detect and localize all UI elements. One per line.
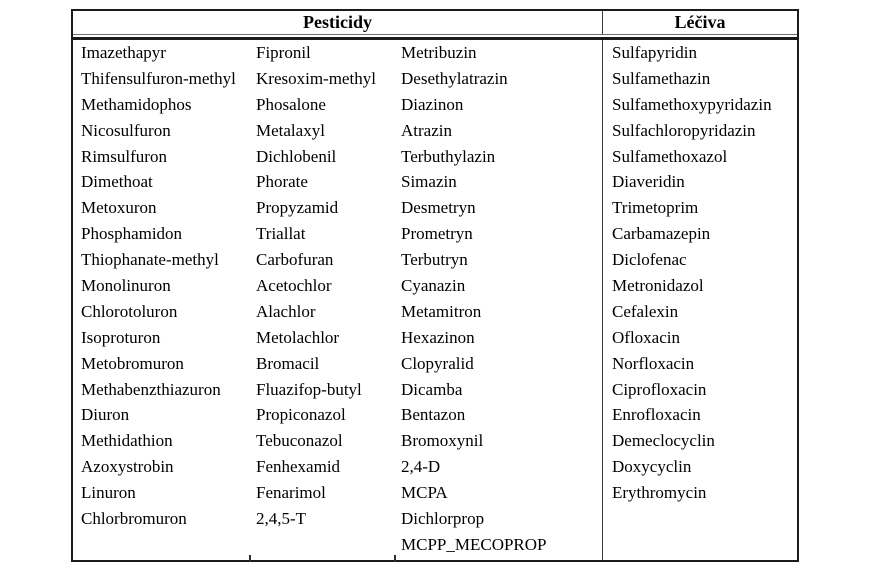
table-cell: 2,4,5-T [256,509,307,529]
table-cell: Prometryn [401,224,473,244]
table-cell: Isoproturon [81,327,161,347]
header-separator-line [73,37,797,40]
table-cell: Propyzamid [256,198,339,218]
drugs-column: Sulfapyridin Sulfamethazin Sulfamethoxypyr… [603,40,797,560]
table-cell: Dichlorprop [401,509,485,529]
table-cell: Monolinuron [81,276,171,296]
table-cell: Atrazin [401,120,452,140]
header-separator-gap [73,35,797,37]
table-cell: Terbuthylazin [401,146,496,166]
table-cell: Chlorotoluron [81,301,178,321]
table-cell: Imazethapyr [81,43,166,62]
table-cell: Alachlor [256,301,316,321]
table-cell: MCPA [401,483,448,503]
table-cell: Terbutryn [401,250,468,270]
table-cell: Chlorbromuron [81,509,187,529]
table-cell: Fluazifop-butyl [256,379,362,399]
table-cell: Diuron [81,405,130,425]
table-cell: Metoxuron [81,198,157,218]
table-cell: Diaveridin [612,172,685,192]
table-cell: Bromacil [256,353,320,373]
table-cell: Linuron [81,483,136,503]
compounds-table: Pesticidy Léčiva Imazethapyr Thifensulfur… [71,9,799,562]
table-cell: Methamidophos [81,94,192,114]
table-cell: Bentazon [401,405,466,425]
table-cell: Azoxystrobin [81,457,174,477]
table-cell: Norfloxacin [612,353,695,373]
table-cell: Demeclocyclin [612,431,715,451]
table-cell: Clopyralid [401,353,474,373]
table-cell: Enrofloxacin [612,405,701,425]
table-cell: Trimetoprim [612,198,699,218]
column-divider-tick [249,555,251,562]
table-cell: Phorate [256,172,308,192]
table-cell: Sulfachloropyridazin [612,120,756,140]
table-cell: MCPP_MECOPROP [401,534,547,554]
pesticides-column-2: Fipronil Kresoxim-methyl Phosalone Metalaxy… [248,40,393,560]
table-cell: Sulfamethoxypyridazin [612,94,772,114]
column-divider-tick [394,555,396,562]
table-cell: Metolachlor [256,327,340,347]
table-cell: Erythromycin [612,483,707,503]
table-cell: Desethylatrazin [401,68,508,88]
table-cell: Bromoxynil [401,431,484,451]
table-cell: Acetochlor [256,276,332,296]
table-cell: Dimethoat [81,172,153,192]
table-cell: Dicamba [401,379,463,399]
table-cell: Carbofuran [256,250,334,270]
table-cell: Fipronil [256,43,311,62]
table-cell: Desmetryn [401,198,476,218]
table-cell: Phosphamidon [81,224,183,244]
table-cell: 2,4-D [401,457,441,477]
table-cell: Diclofenac [612,250,687,270]
table-cell: Carbamazepin [612,224,711,244]
table-cell: Thiophanate-methyl [81,250,219,270]
table-body: Imazethapyr Thifensulfuron-methyl Methamid… [73,40,797,560]
table-cell: Kresoxim-methyl [256,68,376,88]
table-cell: Metalaxyl [256,120,325,140]
table-cell: Doxycyclin [612,457,692,477]
table-cell: Methidathion [81,431,173,451]
table-cell: Thifensulfuron-methyl [81,68,236,88]
header-drugs: Léčiva [674,12,726,32]
table-cell: Metribuzin [401,43,477,62]
table-cell: Cefalexin [612,301,679,321]
table-header-row: Pesticidy Léčiva [73,11,797,35]
table-cell: Propiconazol [256,405,346,425]
pesticides-column-1: Imazethapyr Thifensulfuron-methyl Methamid… [73,40,248,560]
table-cell: Triallat [256,224,306,244]
table-cell: Dichlobenil [256,146,337,166]
table-cell: Ciprofloxacin [612,379,707,399]
table-cell: Ofloxacin [612,327,680,347]
table-cell: Hexazinon [401,327,475,347]
table-cell: Nicosulfuron [81,120,171,140]
table-cell: Diazinon [401,94,464,114]
table-cell: Cyanazin [401,276,466,296]
table-cell: Methabenzthiazuron [81,379,221,399]
table-cell: Rimsulfuron [81,146,167,166]
table-cell: Sulfamethoxazol [612,146,728,166]
table-cell: Metobromuron [81,353,184,373]
table-cell: Sulfapyridin [612,43,697,62]
table-cell: Metamitron [401,301,482,321]
table-cell: Phosalone [256,94,326,114]
table-cell: Fenarimol [256,483,326,503]
table-cell: Metronidazol [612,276,704,296]
table-cell: Simazin [401,172,457,192]
header-pesticides: Pesticidy [73,11,603,34]
table-cell: Sulfamethazin [612,68,711,88]
pesticides-section: Imazethapyr Thifensulfuron-methyl Methamid… [73,40,603,560]
table-cell: Tebuconazol [256,431,343,451]
pesticides-column-3: Metribuzin Desethylatrazin Diazinon Atrazin… [393,40,602,560]
table-cell: Fenhexamid [256,457,341,477]
